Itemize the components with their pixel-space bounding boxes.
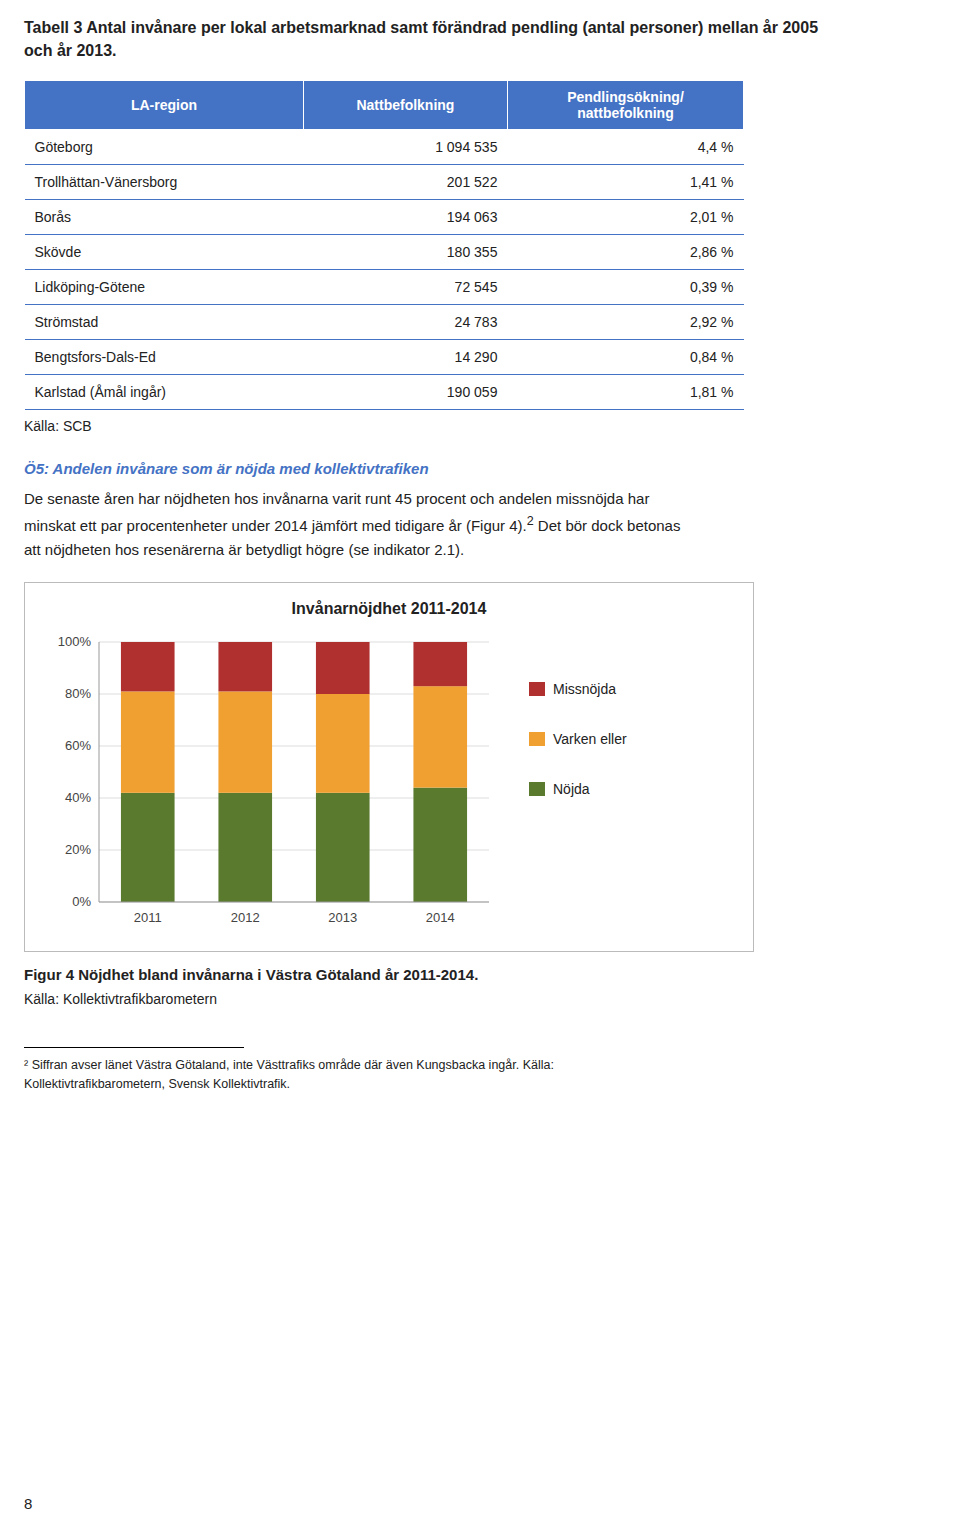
superscript: 2: [527, 514, 534, 528]
y-tick-label: 20%: [65, 842, 91, 857]
table-cell: 0,39 %: [507, 270, 743, 305]
section-heading: Ö5: Andelen invånare som är nöjda med ko…: [24, 460, 936, 477]
bar-segment: [413, 788, 467, 902]
table-cell: 194 063: [303, 200, 507, 235]
table-cell: 24 783: [303, 305, 507, 340]
bar-segment: [121, 793, 175, 902]
table-cell: Karlstad (Åmål ingår): [25, 375, 304, 410]
page-title: Tabell 3 Antal invånare per lokal arbets…: [24, 16, 936, 62]
bar-segment: [413, 642, 467, 686]
figure-caption: Figur 4 Nöjdhet bland invånarna i Västra…: [24, 966, 936, 983]
x-tick-label: 2012: [231, 910, 260, 925]
footnote-rule: [24, 1047, 244, 1048]
bar-segment: [316, 642, 370, 694]
table-cell: 190 059: [303, 375, 507, 410]
table-row: Trollhättan-Vänersborg201 5221,41 %: [25, 165, 744, 200]
table-cell: Göteborg: [25, 130, 304, 165]
legend-label: Nöjda: [553, 781, 590, 797]
legend: Missnöjda Varken eller Nöjda: [529, 681, 627, 797]
table-cell: Skövde: [25, 235, 304, 270]
header-cell: Pendlingsökning/ nattbefolkning: [507, 81, 743, 130]
x-tick-label: 2011: [134, 910, 162, 925]
table-cell: 2,86 %: [507, 235, 743, 270]
body-line: De senaste åren har nöjdheten hos invåna…: [24, 487, 936, 511]
body-text: De senaste åren har nöjdheten hos invåna…: [24, 487, 936, 562]
x-tick-label: 2014: [426, 910, 455, 925]
y-axis: [99, 642, 100, 902]
y-tick-label: 80%: [65, 686, 91, 701]
bar-segment: [218, 642, 272, 691]
table-row: Strömstad24 7832,92 %: [25, 305, 744, 340]
bars: [121, 642, 467, 902]
table-row: Karlstad (Åmål ingår)190 0591,81 %: [25, 375, 744, 410]
table-row: Skövde180 3552,86 %: [25, 235, 744, 270]
table-cell: 2,92 %: [507, 305, 743, 340]
table-cell: 201 522: [303, 165, 507, 200]
header-cell: Nattbefolkning: [303, 81, 507, 130]
page-number: 8: [24, 1495, 32, 1512]
page: Tabell 3 Antal invånare per lokal arbets…: [24, 16, 936, 1094]
bar-segment: [121, 642, 175, 691]
legend-swatch: [529, 682, 545, 696]
table-row: Borås194 0632,01 %: [25, 200, 744, 235]
table: LA-regionNattbefolkningPendlingsökning/ …: [24, 80, 744, 410]
table-cell: Lidköping-Götene: [25, 270, 304, 305]
table-row: Lidköping-Götene72 5450,39 %: [25, 270, 744, 305]
chart-source: Källa: Kollektivtrafikbarometern: [24, 991, 936, 1007]
bar-segment: [218, 692, 272, 793]
bar-segment: [121, 692, 175, 793]
table-cell: 180 355: [303, 235, 507, 270]
legend-label: Varken eller: [553, 731, 627, 747]
x-tick-label: 2013: [328, 910, 357, 925]
bar-segment: [218, 793, 272, 902]
legend-label: Missnöjda: [553, 681, 616, 697]
chart: Invånarnöjdhet 2011-2014 0% 20% 40% 60% 80% 10…: [24, 582, 754, 952]
body-text-part: Det bör dock betonas: [534, 517, 681, 534]
chart-title: Invånarnöjdhet 2011-2014: [292, 600, 487, 617]
body-line: att nöjdheten hos resenärerna är betydli…: [24, 538, 936, 562]
table-cell: 1 094 535: [303, 130, 507, 165]
footnote: ² Siffran avser länet Västra Götaland, i…: [24, 1056, 936, 1094]
table-cell: Trollhättan-Vänersborg: [25, 165, 304, 200]
legend-swatch: [529, 732, 545, 746]
table-cell: 2,01 %: [507, 200, 743, 235]
table-source: Källa: SCB: [24, 418, 936, 434]
bar-segment: [316, 694, 370, 793]
y-tick-label: 40%: [65, 790, 91, 805]
grid: [99, 642, 489, 902]
header-cell: LA-region: [25, 81, 304, 130]
table-cell: 0,84 %: [507, 340, 743, 375]
table-cell: 1,81 %: [507, 375, 743, 410]
body-line: minskat ett par procentenheter under 201…: [24, 511, 936, 538]
x-axis: [99, 902, 489, 903]
table-head: LA-regionNattbefolkningPendlingsökning/ …: [25, 81, 744, 130]
chart-border: [25, 583, 754, 952]
legend-swatch: [529, 782, 545, 796]
table-cell: 1,41 %: [507, 165, 743, 200]
grid-line: [99, 902, 489, 903]
table-row: Bengtsfors-Dals-Ed14 2900,84 %: [25, 340, 744, 375]
header-row: LA-regionNattbefolkningPendlingsökning/ …: [25, 81, 744, 130]
y-tick-label: 100%: [58, 634, 92, 649]
table-body: Göteborg1 094 5354,4 %Trollhättan-Väners…: [25, 130, 744, 410]
table-cell: 14 290: [303, 340, 507, 375]
table-cell: 4,4 %: [507, 130, 743, 165]
y-tick-label: 60%: [65, 738, 91, 753]
body-text-part: minskat ett par procentenheter under 201…: [24, 517, 527, 534]
table-cell: Bengtsfors-Dals-Ed: [25, 340, 304, 375]
table-cell: Strömstad: [25, 305, 304, 340]
bar-segment: [316, 793, 370, 902]
table-cell: Borås: [25, 200, 304, 235]
bar-segment: [413, 687, 467, 788]
table-cell: 72 545: [303, 270, 507, 305]
y-tick-label: 0%: [72, 894, 91, 909]
table-row: Göteborg1 094 5354,4 %: [25, 130, 744, 165]
